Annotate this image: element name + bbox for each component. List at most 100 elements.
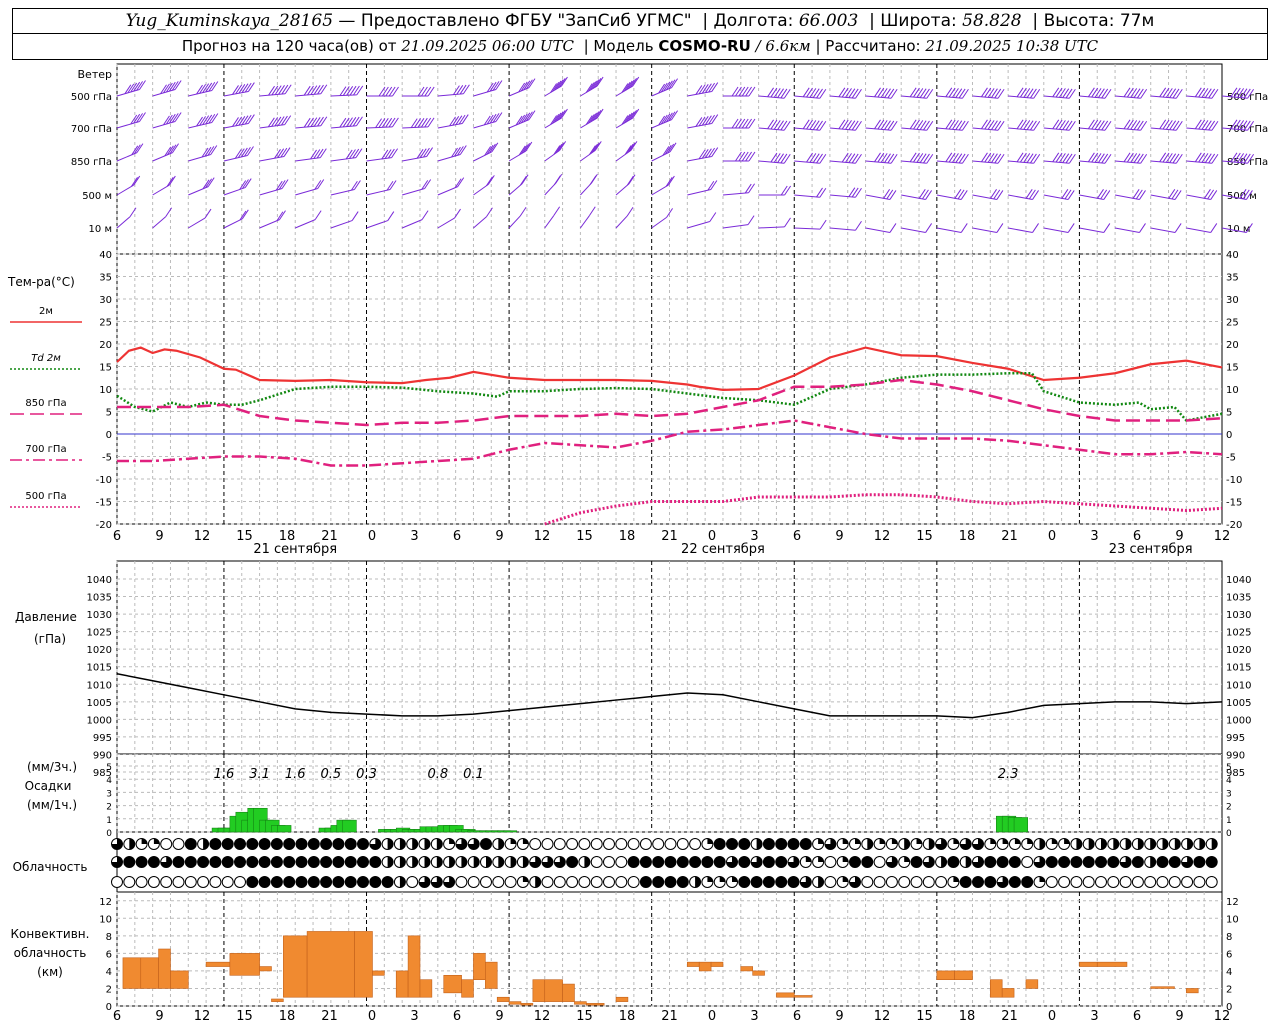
temp-legend-label: Td 2м [31,353,61,364]
wind-barb [865,227,891,233]
cloud-circle [1168,876,1181,888]
cloud-circle [160,876,173,888]
temp-hour-tick: 6 [793,529,801,544]
wind-barb-flag [427,86,435,97]
wind-barb-flag [420,117,428,128]
wind-barb-flag [486,207,493,218]
wind-barb-flag [449,116,456,127]
cloud-fill-full [283,856,295,868]
wind-barb-flag [495,80,503,90]
wind-barb [1079,194,1104,200]
wind-barb-flag [1062,120,1070,130]
wind-barb-flag [887,88,895,99]
wind-barb [330,189,355,196]
cloud-circle [406,876,419,888]
wind-barb-flag [884,120,891,130]
pres-y-tick: 1030 [87,610,112,621]
wind-barb-flag [163,115,170,126]
wind-barb-flag [890,120,898,131]
conv-bar [140,957,159,989]
pres-y-tick-right: 1030 [1226,610,1251,621]
wind-barb-flag [741,86,749,97]
cloud-fill-quarter [449,838,455,844]
wind-barb-flag [887,120,895,131]
wind-barb-flag [316,148,324,159]
wind-barb-flag [1159,87,1167,98]
wind-barb [615,183,630,196]
cloud-circle [627,876,640,888]
cloud-fill-quarter [842,876,849,882]
conv-bar [936,970,955,980]
wind-barb-flag [585,83,593,93]
wind-barb-flag [1091,152,1099,163]
wind-barb-flag [275,180,283,191]
wind-barb-flag [1062,153,1070,163]
wind-barb-flag [139,112,146,122]
wind-barb-flag [698,116,706,127]
cloud-fill-three-quarter [960,838,972,850]
wind-barb-flag [592,79,600,89]
cloud-fill-three-quarter [849,876,861,888]
cloud-circle [123,876,136,888]
cloud-circle [603,876,615,888]
cloud-fill-quarter [855,838,861,844]
wind-barb-flag [303,85,311,96]
cloud-fill-quarter [1051,838,1058,844]
wind-barb-flag [1247,88,1255,99]
cloud-circle [467,876,480,888]
day-label: 21 сентября [253,542,337,557]
cloud-circle [1082,876,1095,888]
wind-barb-flag [626,175,634,186]
wind-barb-flag [738,118,746,129]
wind-barb-flag [274,149,281,159]
cloud-circle [824,856,837,868]
wind-barb-flag [916,88,924,98]
temp-hour-tick: 15 [236,529,253,544]
wind-barb-flag [851,88,859,99]
cloud-circle [898,876,911,888]
wind-barb-flag [310,117,318,127]
wind-barb-flag [1140,88,1148,99]
wind-barb-flag [196,116,203,127]
conv-hour-tick: 6 [113,1009,121,1024]
wind-barb-flag [419,148,427,158]
wind-barb-flag [457,177,465,187]
cloud-fill-half [387,856,394,868]
wind-barb-flag [208,81,216,92]
wind-barb-flag [1101,153,1109,164]
wind-barb-flag [1130,88,1138,98]
cloud-fill-full [689,856,701,868]
temp-y-tick: -15 [96,498,112,509]
cloud-fill-half [1137,838,1144,850]
wind-barb [794,227,821,230]
wind-barb-flag [558,110,566,120]
wind-barb-flag [354,180,361,190]
wind-barb-flag [284,115,292,125]
wind-barb-flag [993,189,1001,200]
wind-barb-flag [923,120,930,131]
conv-bar [170,970,189,989]
cloud-fill-full [332,876,344,888]
cloud-fill-full [123,856,135,868]
cloud-fill-full [308,838,320,850]
wind-barb-flag [1140,120,1148,131]
pres-y-tick: 1015 [87,663,112,674]
wind-barb-flag [133,113,141,124]
cloud-circle [1021,856,1034,868]
wind-barb [972,194,998,200]
wind-barb-flag [239,180,247,190]
wind-barb-flag [1091,119,1099,130]
precip-y-tick: 3 [106,789,112,799]
wind-barb-flag [667,143,675,154]
temp-legend-label: 2м [39,306,53,317]
wind-barb-flag [381,149,389,160]
wind-barb-flag [1087,152,1095,163]
wind-barb-flag [454,178,462,189]
wind-barb-flag [1159,152,1167,163]
conv-title2: облачность [14,946,87,960]
wind-barb-flag [1052,87,1060,98]
cloud-fill-full [738,856,750,868]
cloud-fill-three-quarter [443,876,455,888]
wind-barb-flag [744,183,752,194]
wind-barb-flag [698,149,706,160]
